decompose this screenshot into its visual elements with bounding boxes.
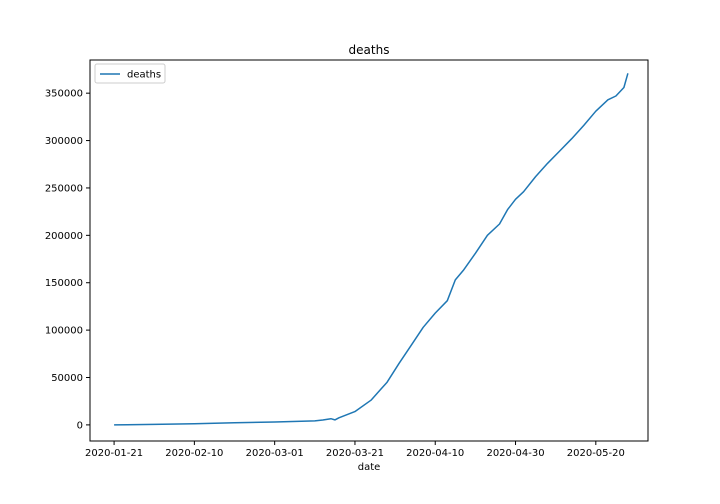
x-tick-label: 2020-04-30 (486, 448, 544, 459)
legend-label: deaths (127, 70, 161, 81)
x-axis-title: date (358, 462, 381, 473)
y-tick-label: 100000 (45, 326, 83, 337)
series-line-deaths (114, 73, 629, 426)
plot-area: 2020-01-21 2020-02-10 2020-03-01 2020-03-21… (45, 59, 649, 459)
x-tick-label: 2020-01-21 (85, 448, 143, 459)
legend-box (94, 63, 166, 84)
y-tick-label: 150000 (45, 278, 83, 289)
y-tick-label: 300000 (45, 136, 83, 147)
plot-frame (89, 59, 649, 442)
y-tick-label: 50000 (51, 373, 83, 384)
y-tick-label: 200000 (45, 231, 83, 242)
x-tick-label: 2020-05-20 (567, 448, 625, 459)
legend: deaths (94, 63, 166, 84)
y-tick-label: 0 (77, 420, 83, 431)
y-tick-label: 250000 (45, 183, 83, 194)
x-tick-label: 2020-02-10 (165, 448, 223, 459)
y-tick-label: 350000 (45, 89, 83, 100)
x-tick-label: 2020-03-21 (326, 448, 384, 459)
x-tick-label: 2020-03-01 (246, 448, 304, 459)
chart-title: deaths (349, 43, 390, 57)
x-tick-label: 2020-04-10 (406, 448, 464, 459)
